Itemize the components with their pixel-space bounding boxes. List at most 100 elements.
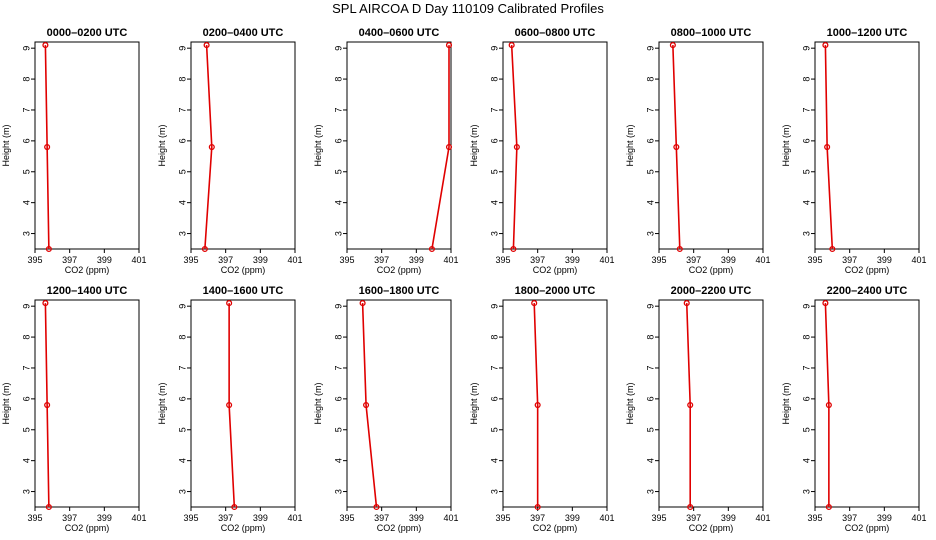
x-axis-label: CO2 (ppm) [689,523,734,533]
plot-frame [346,41,452,250]
x-axis-label: CO2 (ppm) [221,523,266,533]
data-point [683,300,690,307]
x-tick-label: 401 [599,513,614,523]
figure-title: SPL AIRCOA D Day 110109 Calibrated Profi… [332,1,604,16]
data-point [42,300,49,307]
data-point [534,503,541,511]
y-tick-label: 8 [21,77,31,82]
profile-line [533,303,539,507]
y-tick-label: 5 [333,427,343,432]
profile-panel: 0400–0600 UTC 395 397 399 401 3 4 5 6 7 8 9 CO2 (ppm… [313,27,459,275]
data-point [226,401,233,409]
y-axis-label: Height (m) [625,382,635,424]
y-tick-label: 8 [333,77,343,82]
y-tick-label: 5 [801,427,811,432]
profile-panel: 0800–1000 UTC 395 397 399 401 3 4 5 6 7 8 9 CO2 (ppm… [625,27,771,275]
y-tick-label: 3 [177,489,187,494]
y-tick-label: 8 [645,335,655,340]
x-axis-label: CO2 (ppm) [533,523,578,533]
data-point [203,42,210,49]
y-tick-label: 3 [645,489,655,494]
panel-title: 0000–0200 UTC [47,27,128,39]
x-tick-label: 397 [686,255,701,265]
x-axis-label: CO2 (ppm) [689,265,734,275]
x-tick-label: 399 [721,255,736,265]
y-tick-label: 8 [177,77,187,82]
x-tick-label: 401 [755,513,770,523]
data-point [42,42,49,49]
profile-panel: 1400–1600 UTC 395 397 399 401 3 4 5 6 7 8 9 CO2 (ppm… [157,285,303,533]
y-tick-label: 6 [801,396,811,401]
profile-line [510,45,518,250]
y-tick-label: 6 [177,138,187,143]
data-point [531,300,538,307]
y-tick-label: 8 [489,335,499,340]
y-tick-label: 6 [21,396,31,401]
y-tick-label: 8 [489,77,499,82]
plot-frame [814,41,920,250]
y-tick-label: 4 [177,200,187,205]
y-tick-label: 7 [333,107,343,112]
x-tick-label: 395 [27,513,42,523]
data-point [208,143,215,151]
data-point [428,245,435,253]
y-tick-label: 4 [489,458,499,463]
profile-panel: 1600–1800 UTC 395 397 399 401 3 4 5 6 7 8 9 CO2 (ppm… [313,285,459,533]
x-tick-label: 401 [131,255,146,265]
plot-frame [658,41,764,250]
x-tick-label: 397 [62,513,77,523]
y-tick-label: 4 [645,458,655,463]
x-tick-label: 399 [97,255,112,265]
y-tick-label: 3 [489,489,499,494]
y-tick-label: 6 [801,138,811,143]
x-tick-label: 395 [183,513,198,523]
y-tick-label: 8 [21,335,31,340]
x-tick-label: 401 [131,513,146,523]
data-point [44,143,51,151]
data-point [824,143,831,151]
x-axis-label: CO2 (ppm) [65,523,110,533]
data-point [822,42,829,49]
x-tick-label: 399 [409,513,424,523]
data-point [44,401,51,409]
x-tick-label: 397 [218,513,233,523]
x-tick-label: 397 [218,255,233,265]
data-point [45,245,52,253]
y-tick-label: 8 [333,335,343,340]
y-tick-label: 5 [21,427,31,432]
x-tick-label: 399 [253,255,268,265]
plot-frame [34,299,140,508]
x-axis-label: CO2 (ppm) [65,265,110,275]
profile-panel: 2000–2200 UTC 395 397 399 401 3 4 5 6 7 8 9 CO2 (ppm… [625,285,771,533]
x-axis-label: CO2 (ppm) [221,265,266,275]
panel-title: 1600–1800 UTC [359,285,440,297]
y-tick-label: 8 [801,335,811,340]
y-tick-label: 7 [801,107,811,112]
y-tick-label: 7 [645,365,655,370]
y-axis-label: Height (m) [469,382,479,424]
x-tick-label: 397 [62,255,77,265]
y-tick-label: 6 [333,396,343,401]
y-tick-label: 5 [21,169,31,174]
y-tick-label: 5 [177,169,187,174]
y-axis-label: Height (m) [313,382,323,424]
y-tick-label: 3 [801,231,811,236]
x-tick-label: 397 [374,513,389,523]
plot-frame [190,41,296,250]
panel-title: 1000–1200 UTC [827,27,908,39]
y-tick-label: 3 [333,489,343,494]
y-tick-label: 9 [489,46,499,51]
x-tick-label: 401 [287,513,302,523]
x-tick-label: 399 [565,255,580,265]
x-tick-label: 399 [97,513,112,523]
x-tick-label: 395 [651,513,666,523]
data-point [508,42,515,49]
y-tick-label: 3 [645,231,655,236]
y-tick-label: 8 [177,335,187,340]
x-axis-label: CO2 (ppm) [845,265,890,275]
y-tick-label: 6 [489,396,499,401]
y-tick-label: 4 [801,458,811,463]
x-tick-label: 399 [253,513,268,523]
y-tick-label: 4 [21,200,31,205]
panel-title: 0200–0400 UTC [203,27,284,39]
